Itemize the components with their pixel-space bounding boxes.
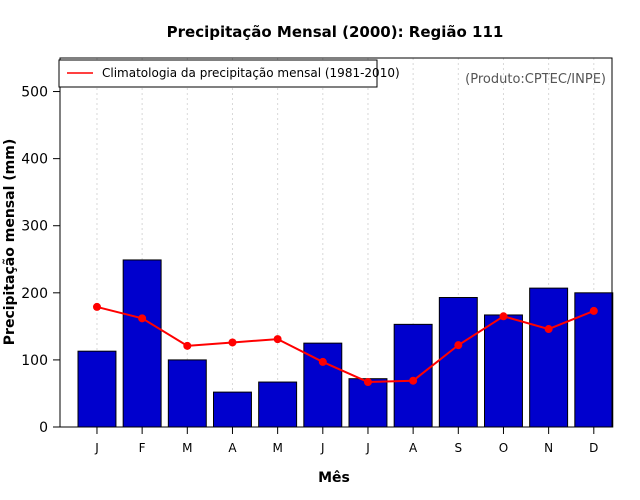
bar [484,314,523,428]
legend-label: Climatologia da precipitação mensal (198… [102,66,400,80]
chart-title: Precipitação Mensal (2000): Região 111 [167,23,504,41]
bar [213,391,252,428]
bar [529,287,569,428]
climatology-point [92,302,101,311]
x-tick-label: J [94,441,99,455]
climatology-point [544,325,553,334]
x-tick-label: S [454,441,462,455]
x-tick-label: M [182,441,192,455]
y-tick-label: 400 [21,152,48,168]
climatology-point [318,357,327,366]
climatology-point [454,341,463,350]
legend-box [58,59,378,88]
y-tick-label: 500 [21,85,48,101]
climatology-point [589,306,598,315]
bar [167,359,207,428]
bar [77,350,117,428]
x-tick-label: F [139,441,146,455]
plot-frame [59,57,613,428]
product-credit: (Produto:CPTEC/INPE) [465,72,606,87]
x-tick-label: N [544,441,553,455]
bar [258,381,298,428]
climatology-point [228,338,237,347]
bar [438,297,478,428]
y-tick-label: 200 [21,286,48,302]
x-tick-label: A [228,441,237,455]
x-tick-label: J [365,441,370,455]
axes: 0 100 200 300 400 500 J F M A M J J A S O N D [21,57,613,455]
grid [96,58,595,427]
climatology-point [138,314,147,323]
bar [122,259,162,428]
y-tick-label: 100 [21,353,48,369]
x-tick-label: M [272,441,282,455]
climatology-point [273,335,282,344]
climatology-point [363,378,372,387]
legend: Climatologia da precipitação mensal (198… [58,59,400,88]
climatology-point [183,341,192,350]
climatology-series [92,302,598,387]
bar-series [77,259,614,428]
y-tick-label: 0 [39,420,48,436]
x-tick-label: J [320,441,325,455]
climatology-point [409,376,418,385]
x-tick-label: A [409,441,418,455]
climatology-point [499,312,508,321]
x-axis-title: Mês [318,470,350,486]
climatology-line [96,305,595,384]
y-tick-label: 300 [21,219,48,235]
y-axis-title: Precipitação mensal (mm) [2,139,18,345]
bar [393,323,433,428]
x-tick-label: D [589,441,598,455]
bar [303,342,343,428]
x-tick-label: O [499,441,508,455]
